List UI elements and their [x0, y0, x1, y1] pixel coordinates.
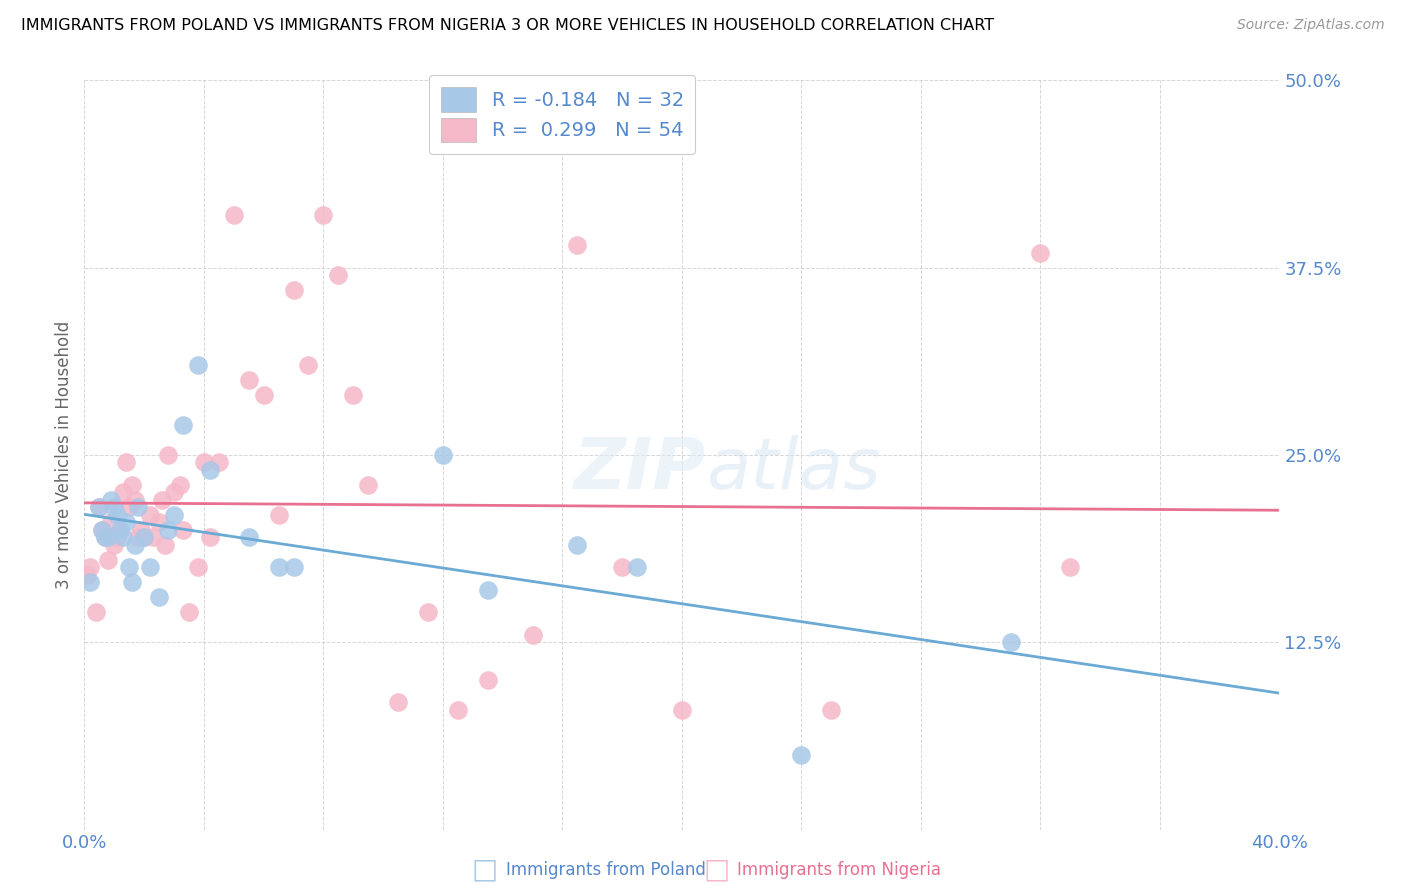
Point: [89, 500, 111, 515]
Point: [1029, 245, 1052, 260]
Point: [222, 208, 245, 222]
Point: [328, 268, 350, 282]
Text: Immigrants from Poland: Immigrants from Poland: [506, 861, 706, 879]
Point: [103, 538, 125, 552]
Point: [153, 538, 176, 552]
Point: [142, 530, 165, 544]
Point: [477, 673, 499, 687]
Point: [105, 508, 128, 522]
Point: [97, 530, 120, 544]
Legend: R = -0.184   N = 32, R =  0.299   N = 54: R = -0.184 N = 32, R = 0.299 N = 54: [429, 75, 696, 154]
Point: [416, 605, 439, 619]
Point: [115, 455, 138, 469]
Point: [115, 516, 138, 530]
Point: [127, 530, 149, 544]
Point: [342, 388, 364, 402]
Text: ZIP: ZIP: [574, 435, 706, 504]
Point: [100, 516, 122, 530]
Y-axis label: 3 or more Vehicles in Household: 3 or more Vehicles in Household: [55, 321, 73, 589]
Point: [94, 530, 117, 544]
Point: [163, 508, 186, 522]
Point: [163, 485, 186, 500]
Point: [118, 560, 141, 574]
Point: [177, 605, 200, 619]
Point: [157, 523, 180, 537]
Point: [169, 478, 191, 492]
Point: [89, 500, 111, 515]
Point: [567, 538, 589, 552]
Point: [124, 492, 146, 507]
Point: [522, 628, 544, 642]
Point: [820, 703, 842, 717]
Point: [193, 455, 215, 469]
Point: [238, 530, 260, 544]
Point: [477, 582, 499, 597]
Text: Source: ZipAtlas.com: Source: ZipAtlas.com: [1237, 18, 1385, 32]
Point: [79, 575, 101, 590]
Point: [172, 523, 194, 537]
Point: [132, 530, 156, 544]
Point: [112, 530, 135, 544]
Point: [283, 283, 305, 297]
Point: [91, 523, 114, 537]
Point: [1059, 560, 1081, 574]
Point: [612, 560, 634, 574]
Point: [121, 478, 143, 492]
Point: [312, 208, 335, 222]
Point: [118, 500, 141, 515]
Text: IMMIGRANTS FROM POLAND VS IMMIGRANTS FROM NIGERIA 3 OR MORE VEHICLES IN HOUSEHOL: IMMIGRANTS FROM POLAND VS IMMIGRANTS FRO…: [21, 18, 994, 33]
Point: [671, 703, 693, 717]
Point: [253, 388, 276, 402]
Point: [121, 575, 143, 590]
Point: [187, 358, 209, 372]
Point: [626, 560, 648, 574]
Point: [148, 516, 170, 530]
Point: [198, 463, 221, 477]
Point: [198, 530, 221, 544]
Point: [187, 560, 209, 574]
Point: [76, 567, 98, 582]
Point: [567, 238, 589, 252]
Point: [432, 448, 454, 462]
Point: [790, 747, 813, 762]
Point: [172, 417, 194, 432]
Point: [91, 523, 114, 537]
Point: [129, 523, 152, 537]
Point: [139, 560, 162, 574]
Point: [110, 523, 132, 537]
Point: [132, 530, 156, 544]
Text: □: □: [704, 855, 730, 884]
Point: [283, 560, 305, 574]
Point: [79, 560, 101, 574]
Point: [238, 373, 260, 387]
Text: Immigrants from Nigeria: Immigrants from Nigeria: [737, 861, 941, 879]
Point: [387, 695, 409, 709]
Point: [357, 478, 380, 492]
Point: [97, 553, 120, 567]
Point: [157, 448, 180, 462]
Text: atlas: atlas: [706, 435, 880, 504]
Point: [105, 530, 128, 544]
Text: □: □: [472, 855, 498, 884]
Point: [94, 530, 117, 544]
Point: [447, 703, 470, 717]
Point: [112, 485, 135, 500]
Point: [124, 538, 146, 552]
Point: [148, 591, 170, 605]
Point: [86, 605, 108, 619]
Point: [150, 492, 173, 507]
Point: [267, 560, 290, 574]
Point: [1000, 635, 1022, 649]
Point: [297, 358, 319, 372]
Point: [267, 508, 290, 522]
Point: [139, 508, 162, 522]
Point: [208, 455, 231, 469]
Point: [103, 500, 125, 515]
Point: [110, 523, 132, 537]
Point: [127, 500, 149, 515]
Point: [100, 492, 122, 507]
